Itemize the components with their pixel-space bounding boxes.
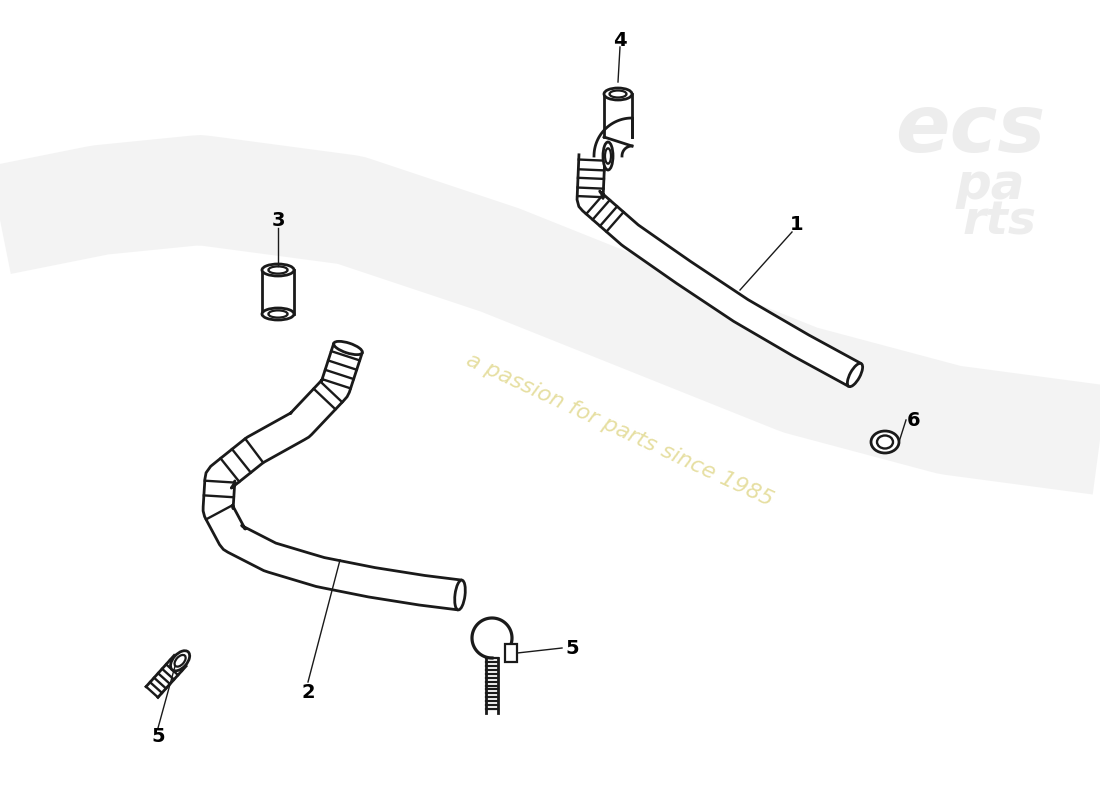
Text: ecs: ecs <box>895 91 1045 169</box>
FancyBboxPatch shape <box>505 644 517 662</box>
Text: 6: 6 <box>908 410 921 430</box>
Text: 2: 2 <box>301 682 315 702</box>
Text: 5: 5 <box>151 727 165 746</box>
Text: 1: 1 <box>790 214 804 234</box>
Ellipse shape <box>847 363 862 386</box>
Ellipse shape <box>333 342 362 354</box>
Bar <box>262 270 294 314</box>
Text: pa: pa <box>955 161 1025 209</box>
Text: 3: 3 <box>272 210 285 230</box>
Text: rts: rts <box>962 199 1037 245</box>
Ellipse shape <box>603 142 613 170</box>
Ellipse shape <box>454 580 465 610</box>
PathPatch shape <box>578 154 861 386</box>
PathPatch shape <box>0 135 1100 494</box>
Text: 5: 5 <box>565 638 579 658</box>
PathPatch shape <box>594 118 632 156</box>
Text: a passion for parts since 1985: a passion for parts since 1985 <box>463 350 777 510</box>
PathPatch shape <box>204 343 462 610</box>
Ellipse shape <box>609 90 627 98</box>
Ellipse shape <box>262 308 294 320</box>
Ellipse shape <box>604 88 632 100</box>
Ellipse shape <box>170 650 189 671</box>
Text: 4: 4 <box>613 30 627 50</box>
Ellipse shape <box>877 435 893 449</box>
Ellipse shape <box>262 264 294 276</box>
Ellipse shape <box>871 431 899 453</box>
